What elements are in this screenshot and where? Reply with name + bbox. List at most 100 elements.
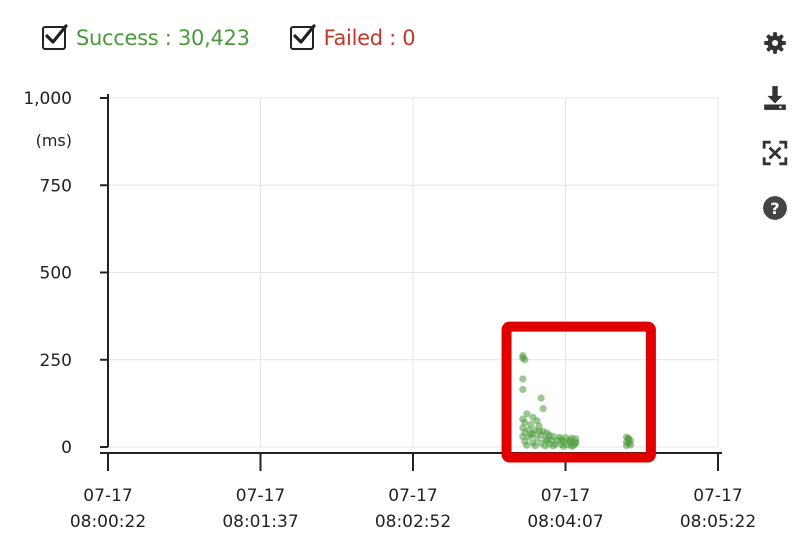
data-point	[551, 440, 559, 448]
data-point	[521, 438, 529, 446]
data-point	[521, 418, 529, 427]
highlight-rectangle	[501, 321, 656, 463]
data-point	[539, 405, 547, 413]
data-point	[622, 433, 631, 441]
svg-text:?: ?	[770, 199, 779, 218]
data-point	[521, 428, 529, 436]
y-tick-label: 1,000	[23, 89, 72, 109]
fullscreen-icon[interactable]	[762, 140, 788, 166]
data-point	[626, 437, 635, 445]
data-point	[572, 439, 580, 448]
data-point	[557, 440, 566, 449]
data-point	[555, 433, 564, 441]
data-point	[570, 441, 578, 449]
x-tick-label-time: 08:04:07	[527, 512, 603, 532]
y-axis-label: (ms)	[36, 131, 72, 150]
download-icon[interactable]	[762, 85, 788, 111]
data-point	[519, 415, 527, 423]
data-point	[547, 436, 555, 444]
y-tick-label: 750	[40, 176, 72, 196]
data-point	[553, 437, 561, 445]
x-tick-label-time: 08:05:22	[680, 512, 756, 532]
data-point	[533, 417, 541, 425]
data-point	[572, 438, 580, 446]
data-point	[535, 427, 543, 435]
legend: Success : 30,423 Failed : 0	[42, 24, 455, 50]
data-point	[539, 427, 547, 435]
x-tick-label-date: 07-17	[693, 486, 742, 506]
data-point	[537, 394, 545, 402]
data-point	[543, 429, 551, 437]
y-tick-label: 500	[40, 264, 72, 284]
data-point	[525, 425, 533, 434]
failed-label: Failed : 0	[323, 26, 416, 50]
help-icon[interactable]: ?	[762, 195, 788, 221]
data-point	[568, 434, 576, 442]
data-point	[519, 375, 527, 383]
chart-axes: 1,000 750 500 250 0 07-17 08:00:22 07-17 08:01:3…	[23, 89, 756, 532]
data-point	[559, 442, 568, 450]
data-point	[535, 422, 543, 430]
x-tick-label-date: 07-17	[236, 486, 285, 506]
data-point	[529, 430, 537, 438]
data-point	[565, 436, 574, 444]
data-point	[549, 432, 557, 441]
success-checkbox[interactable]	[42, 24, 68, 50]
data-point	[531, 426, 539, 434]
data-point	[519, 354, 527, 362]
data-point	[531, 442, 539, 450]
data-point	[527, 431, 535, 439]
data-point	[525, 433, 533, 441]
x-tick-label-date: 07-17	[388, 486, 437, 506]
data-point	[523, 410, 531, 418]
data-point	[521, 356, 529, 364]
data-point	[519, 351, 527, 360]
data-point	[557, 435, 566, 443]
chart-grid	[107, 97, 719, 448]
data-point	[624, 439, 633, 448]
data-point	[626, 441, 635, 449]
y-tick-label: 250	[40, 351, 72, 371]
data-point	[624, 434, 633, 442]
data-point	[545, 440, 553, 448]
data-point	[565, 438, 574, 446]
x-tick-label-date: 07-17	[83, 486, 132, 506]
checkmark-icon	[293, 24, 316, 44]
data-point	[519, 385, 527, 394]
data-point	[545, 431, 553, 440]
data-point	[523, 441, 531, 449]
data-point	[527, 420, 535, 428]
data-point	[537, 431, 545, 439]
gear-icon[interactable]	[762, 30, 788, 56]
data-point	[572, 435, 580, 443]
y-tick-label: 0	[61, 438, 72, 458]
data-point	[541, 435, 549, 443]
success-label: Success : 30,423	[76, 26, 250, 50]
data-point	[543, 436, 551, 444]
data-point	[624, 435, 633, 443]
annotations	[501, 321, 656, 463]
legend-item-failed[interactable]: Failed : 0	[289, 24, 416, 50]
x-tick-label-time: 08:01:37	[222, 512, 298, 532]
data-points	[519, 351, 635, 450]
chart-toolbar: ?	[762, 30, 788, 250]
data-point	[563, 441, 572, 449]
data-point	[622, 438, 631, 446]
x-tick-label-time: 08:00:22	[70, 512, 146, 532]
x-tick-label-time: 08:02:52	[375, 512, 451, 532]
checkmark-icon	[45, 24, 68, 44]
data-point	[559, 437, 568, 446]
data-point	[568, 442, 576, 450]
data-point	[533, 434, 541, 442]
failed-checkbox[interactable]	[289, 24, 316, 50]
data-point	[549, 442, 557, 450]
data-point	[537, 439, 545, 448]
data-point	[622, 442, 631, 450]
data-point	[529, 439, 537, 447]
data-point	[519, 424, 527, 432]
data-point	[561, 433, 570, 442]
legend-item-success[interactable]: Success : 30,423	[42, 24, 250, 50]
data-point	[541, 442, 549, 450]
x-tick-label-date: 07-17	[541, 486, 590, 506]
